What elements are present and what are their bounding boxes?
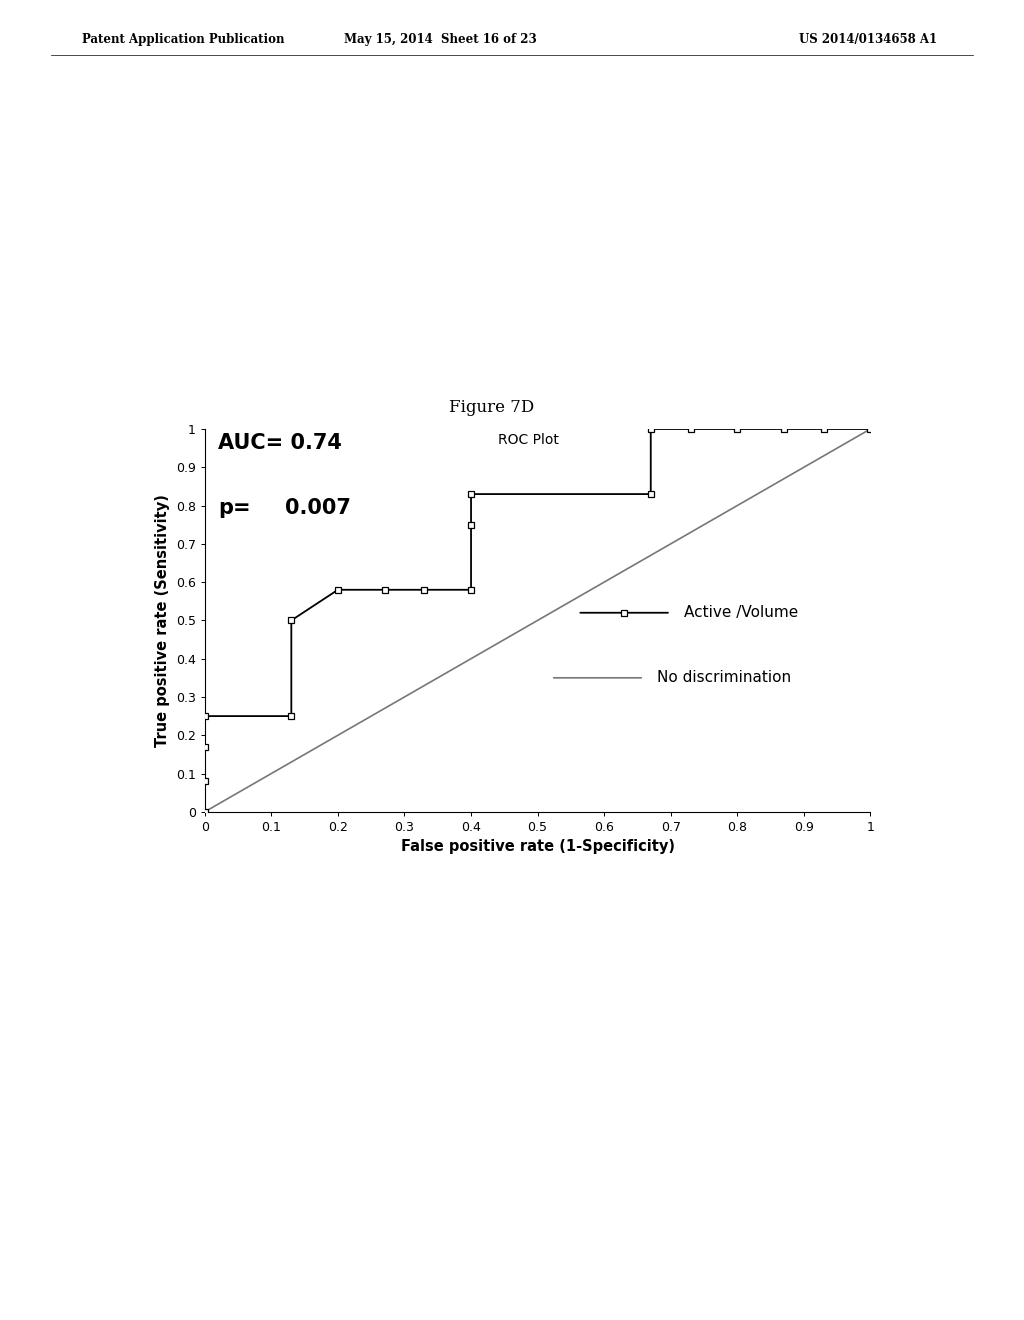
Text: US 2014/0134658 A1: US 2014/0134658 A1 bbox=[799, 33, 937, 46]
Text: May 15, 2014  Sheet 16 of 23: May 15, 2014 Sheet 16 of 23 bbox=[344, 33, 537, 46]
Text: 0.007: 0.007 bbox=[285, 498, 350, 517]
Text: AUC= 0.74: AUC= 0.74 bbox=[218, 433, 342, 453]
Text: No discrimination: No discrimination bbox=[657, 671, 792, 685]
Text: Figure 7D: Figure 7D bbox=[449, 399, 535, 416]
Text: Patent Application Publication: Patent Application Publication bbox=[82, 33, 285, 46]
X-axis label: False positive rate (1-Specificity): False positive rate (1-Specificity) bbox=[400, 840, 675, 854]
Text: p=: p= bbox=[218, 498, 251, 517]
Text: ROC Plot: ROC Plot bbox=[498, 433, 558, 447]
Y-axis label: True positive rate (Sensitivity): True positive rate (Sensitivity) bbox=[156, 494, 170, 747]
Text: Active /Volume: Active /Volume bbox=[684, 606, 799, 620]
